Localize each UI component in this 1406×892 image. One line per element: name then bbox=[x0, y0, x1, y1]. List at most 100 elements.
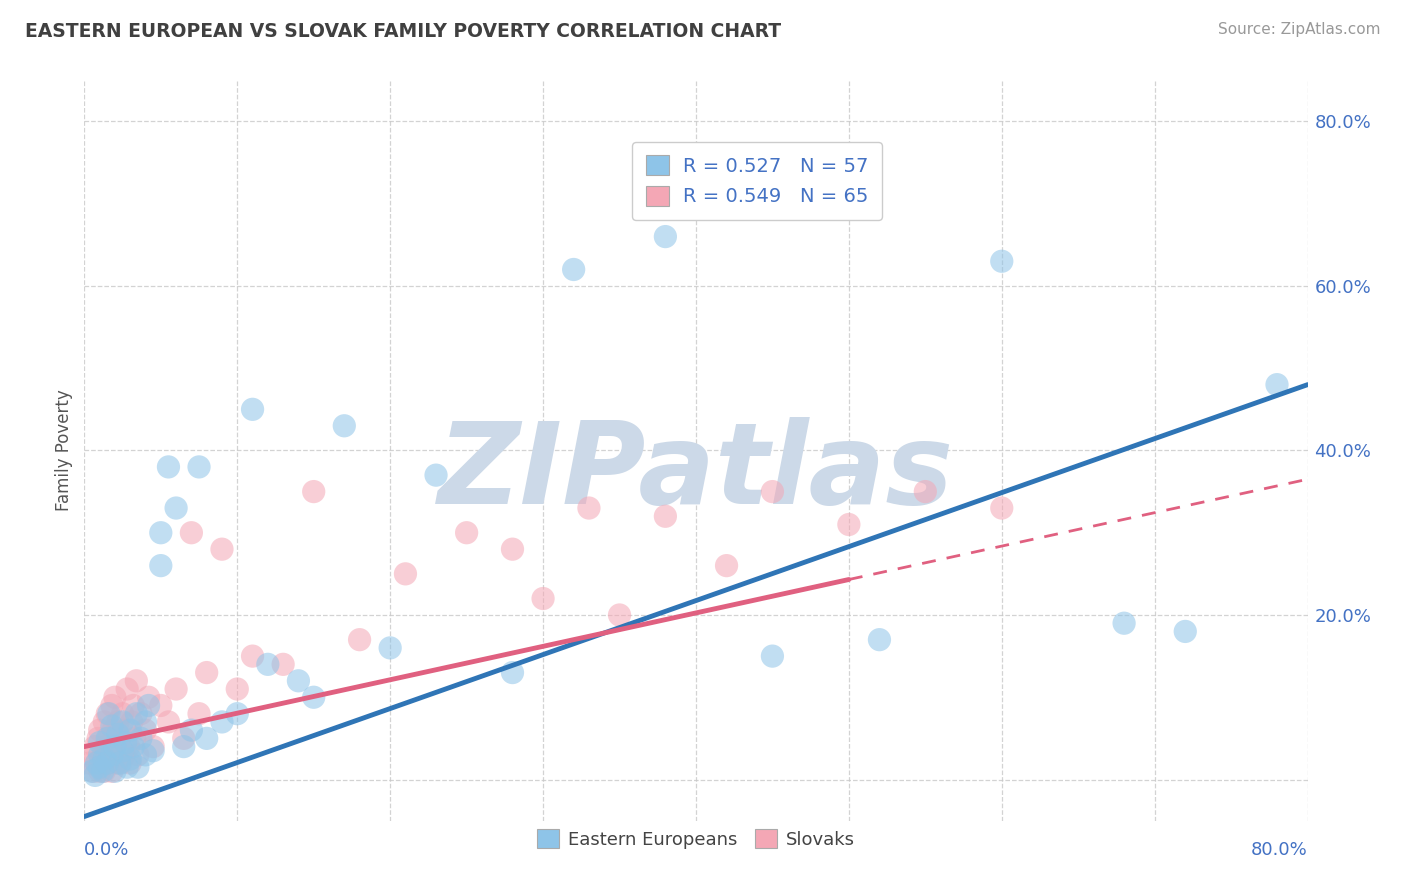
Point bbox=[135, 747, 157, 762]
Point bbox=[142, 744, 165, 758]
Point bbox=[110, 756, 132, 770]
Point bbox=[380, 640, 402, 655]
Point bbox=[195, 665, 218, 680]
Point bbox=[115, 760, 138, 774]
Point bbox=[89, 764, 111, 779]
Point bbox=[77, 756, 100, 770]
Point bbox=[89, 735, 111, 749]
Point bbox=[165, 681, 187, 696]
Point bbox=[157, 714, 180, 729]
Point bbox=[226, 681, 249, 696]
Point bbox=[129, 731, 152, 746]
Text: Source: ZipAtlas.com: Source: ZipAtlas.com bbox=[1218, 22, 1381, 37]
Point bbox=[111, 714, 134, 729]
Point bbox=[89, 760, 111, 774]
Text: 80.0%: 80.0% bbox=[1251, 841, 1308, 859]
Point bbox=[103, 723, 125, 738]
Point bbox=[118, 739, 141, 754]
Point bbox=[302, 484, 325, 499]
Point bbox=[188, 459, 211, 474]
Point bbox=[80, 747, 103, 762]
Point bbox=[333, 418, 356, 433]
Point bbox=[180, 525, 202, 540]
Point bbox=[242, 402, 264, 417]
Point bbox=[91, 747, 114, 762]
Point bbox=[104, 690, 127, 705]
Point bbox=[120, 756, 142, 770]
Point bbox=[138, 690, 160, 705]
Point bbox=[96, 731, 118, 746]
Point bbox=[502, 665, 524, 680]
Point bbox=[108, 756, 131, 770]
Point bbox=[105, 756, 128, 770]
Point bbox=[104, 764, 127, 779]
Point bbox=[242, 649, 264, 664]
Point bbox=[98, 747, 121, 762]
Point bbox=[101, 747, 124, 762]
Point bbox=[226, 706, 249, 721]
Point bbox=[138, 698, 160, 713]
Point bbox=[394, 566, 416, 581]
Point bbox=[991, 501, 1014, 516]
Point bbox=[129, 706, 152, 721]
Point bbox=[349, 632, 371, 647]
Point bbox=[84, 739, 107, 754]
Point bbox=[120, 723, 142, 738]
Point bbox=[211, 542, 233, 557]
Point bbox=[80, 764, 103, 779]
Point bbox=[97, 731, 120, 746]
Point bbox=[96, 756, 118, 770]
Legend: Eastern Europeans, Slovaks: Eastern Europeans, Slovaks bbox=[530, 822, 862, 856]
Point bbox=[257, 657, 280, 672]
Point bbox=[91, 764, 114, 779]
Point bbox=[142, 739, 165, 754]
Point bbox=[914, 484, 936, 499]
Point bbox=[502, 542, 524, 557]
Point bbox=[149, 558, 172, 573]
Point bbox=[127, 760, 149, 774]
Point bbox=[991, 254, 1014, 268]
Point bbox=[149, 525, 172, 540]
Point bbox=[287, 673, 309, 688]
Point bbox=[562, 262, 585, 277]
Point bbox=[1114, 616, 1136, 631]
Point bbox=[125, 706, 148, 721]
Text: EASTERN EUROPEAN VS SLOVAK FAMILY POVERTY CORRELATION CHART: EASTERN EUROPEAN VS SLOVAK FAMILY POVERT… bbox=[25, 22, 782, 41]
Point bbox=[127, 747, 149, 762]
Point bbox=[107, 714, 129, 729]
Point bbox=[122, 698, 145, 713]
Point bbox=[108, 731, 131, 746]
Point bbox=[93, 764, 115, 779]
Point bbox=[89, 723, 111, 738]
Point bbox=[93, 714, 115, 729]
Point bbox=[97, 706, 120, 721]
Point bbox=[188, 706, 211, 721]
Point bbox=[93, 752, 115, 766]
Point bbox=[869, 632, 891, 647]
Point bbox=[716, 558, 738, 573]
Point bbox=[104, 739, 127, 754]
Point bbox=[94, 739, 117, 754]
Point bbox=[302, 690, 325, 705]
Point bbox=[135, 723, 157, 738]
Point bbox=[124, 731, 146, 746]
Point bbox=[180, 723, 202, 738]
Point bbox=[86, 756, 108, 770]
Point bbox=[115, 681, 138, 696]
Point bbox=[122, 739, 145, 754]
Point bbox=[531, 591, 554, 606]
Point bbox=[101, 764, 124, 779]
Point bbox=[114, 735, 136, 749]
Point bbox=[149, 698, 172, 713]
Text: ZIPatlas: ZIPatlas bbox=[437, 417, 955, 528]
Point bbox=[165, 501, 187, 516]
Point bbox=[86, 756, 108, 770]
Point bbox=[112, 747, 135, 762]
Point bbox=[101, 698, 124, 713]
Y-axis label: Family Poverty: Family Poverty bbox=[55, 390, 73, 511]
Point bbox=[114, 723, 136, 738]
Point bbox=[271, 657, 294, 672]
Point bbox=[761, 484, 783, 499]
Point bbox=[654, 229, 676, 244]
Point bbox=[89, 747, 111, 762]
